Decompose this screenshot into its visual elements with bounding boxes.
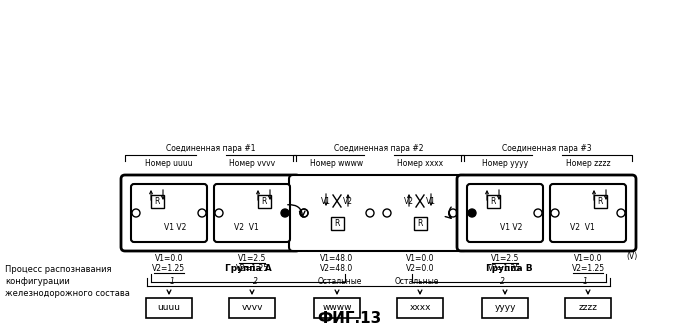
Text: 2: 2 <box>253 278 258 286</box>
Text: R: R <box>417 218 423 227</box>
Text: Процесс распознавания
конфигурации
железнодорожного состава: Процесс распознавания конфигурации желез… <box>5 265 130 298</box>
Bar <box>413 216 426 229</box>
FancyBboxPatch shape <box>121 175 300 251</box>
Text: V2=48.0: V2=48.0 <box>320 264 354 273</box>
Text: uuuu: uuuu <box>158 304 181 313</box>
Text: V1=0.0: V1=0.0 <box>155 254 184 263</box>
Text: Номер vvvv: Номер vvvv <box>229 159 275 168</box>
Text: V1=2.5: V1=2.5 <box>238 254 266 263</box>
Text: Остальные: Остальные <box>395 278 439 286</box>
Text: zzzz: zzzz <box>579 304 597 313</box>
Text: V2  V1: V2 V1 <box>570 223 595 232</box>
Text: V1=0.0: V1=0.0 <box>574 254 602 263</box>
Text: V2: V2 <box>404 196 414 206</box>
Bar <box>314 298 360 318</box>
Text: V1=0.0: V1=0.0 <box>406 254 434 263</box>
Text: V2=0.0: V2=0.0 <box>406 264 434 273</box>
Text: R: R <box>597 196 602 206</box>
Text: V2=1.25: V2=1.25 <box>152 264 186 273</box>
Text: Номер wwww: Номер wwww <box>311 159 364 168</box>
Bar <box>565 298 611 318</box>
Bar <box>482 298 528 318</box>
Text: Остальные: Остальные <box>318 278 362 286</box>
Text: V1 V2: V1 V2 <box>500 223 522 232</box>
Text: 1: 1 <box>170 278 174 286</box>
Text: Номер yyyy: Номер yyyy <box>482 159 528 168</box>
FancyBboxPatch shape <box>131 184 207 242</box>
Text: Соединенная пара #2: Соединенная пара #2 <box>334 144 423 153</box>
Text: Номер xxxx: Номер xxxx <box>397 159 443 168</box>
Circle shape <box>468 209 476 217</box>
Text: R: R <box>334 218 340 227</box>
Text: R: R <box>154 196 160 206</box>
Text: V2=1.25: V2=1.25 <box>572 264 604 273</box>
Text: R: R <box>261 196 267 206</box>
Bar <box>593 194 607 208</box>
Text: vvvv: vvvv <box>242 304 262 313</box>
Text: R: R <box>490 196 496 206</box>
Text: Соединенная пара #3: Соединенная пара #3 <box>502 144 591 153</box>
Bar <box>229 298 275 318</box>
Text: yyyy: yyyy <box>494 304 516 313</box>
Text: V1=2.5: V1=2.5 <box>491 254 519 263</box>
FancyBboxPatch shape <box>214 184 290 242</box>
Text: 1: 1 <box>583 278 588 286</box>
Text: V1=48.0: V1=48.0 <box>320 254 354 263</box>
Text: ФИГ.13: ФИГ.13 <box>317 311 381 326</box>
Text: Номер zzzz: Номер zzzz <box>565 159 610 168</box>
Text: xxxx: xxxx <box>409 304 431 313</box>
Circle shape <box>281 209 289 217</box>
Text: V2=1.25: V2=1.25 <box>235 264 269 273</box>
Text: Группа B: Группа B <box>486 264 533 273</box>
FancyBboxPatch shape <box>467 184 543 242</box>
Text: V1: V1 <box>426 196 436 206</box>
Bar <box>487 194 500 208</box>
Text: Группа A: Группа A <box>225 264 272 273</box>
Text: V2: V2 <box>343 196 353 206</box>
Text: Соединенная пара #1: Соединенная пара #1 <box>165 144 255 153</box>
Bar <box>397 298 443 318</box>
Bar <box>151 194 163 208</box>
FancyBboxPatch shape <box>457 175 636 251</box>
Text: V1 V2: V1 V2 <box>164 223 186 232</box>
Bar <box>330 216 343 229</box>
Bar <box>146 298 192 318</box>
FancyBboxPatch shape <box>289 175 468 251</box>
Text: V2  V1: V2 V1 <box>234 223 258 232</box>
Text: V1: V1 <box>321 196 331 206</box>
Text: 2: 2 <box>500 278 505 286</box>
Text: Номер uuuu: Номер uuuu <box>145 159 193 168</box>
Text: wwww: wwww <box>322 304 352 313</box>
FancyBboxPatch shape <box>550 184 626 242</box>
Text: V2=1.25: V2=1.25 <box>489 264 521 273</box>
Bar <box>258 194 271 208</box>
Text: (V): (V) <box>626 252 637 261</box>
